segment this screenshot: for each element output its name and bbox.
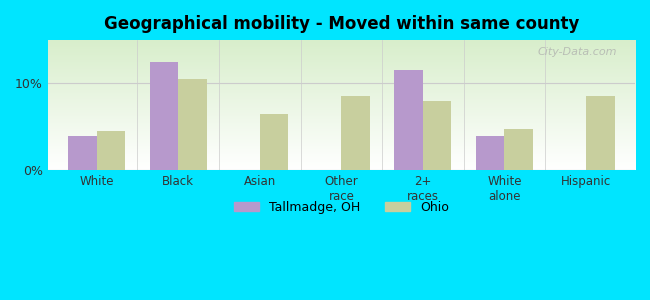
Legend: Tallmadge, OH, Ohio: Tallmadge, OH, Ohio (229, 196, 454, 219)
Bar (150, 62, 178, 170)
Bar (423, 101, 452, 170)
Bar (586, 97, 615, 170)
Bar (504, 129, 533, 170)
Bar (260, 114, 289, 170)
Text: City-Data.com: City-Data.com (538, 46, 617, 57)
Title: Geographical mobility - Moved within same county: Geographical mobility - Moved within sam… (104, 15, 579, 33)
Bar (476, 136, 504, 170)
Bar (178, 79, 207, 170)
Bar (341, 97, 370, 170)
Bar (395, 70, 423, 170)
Bar (97, 131, 125, 170)
Bar (68, 136, 97, 170)
